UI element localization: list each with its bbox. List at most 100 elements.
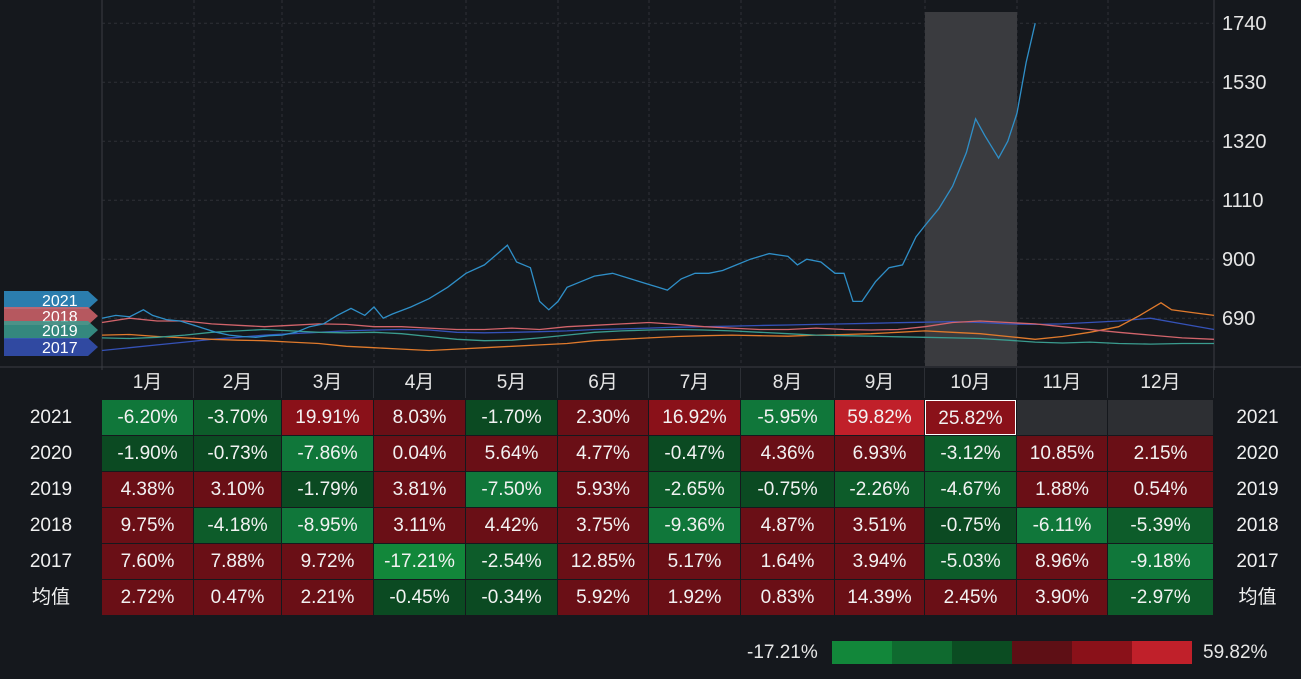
table-cell[interactable]: 1.88% <box>1017 472 1107 507</box>
table-cell[interactable]: 1.92% <box>649 580 740 615</box>
table-cell[interactable]: -8.95% <box>282 508 373 543</box>
table-cell[interactable]: 3.51% <box>835 508 924 543</box>
series-tag-2019: 2019 <box>4 321 98 340</box>
table-cell[interactable]: 0.83% <box>741 580 834 615</box>
table-cell[interactable]: -2.54% <box>466 544 557 579</box>
table-cell[interactable]: 4.36% <box>741 436 834 471</box>
table-cell[interactable]: 2.21% <box>282 580 373 615</box>
table-cell[interactable]: 7.88% <box>194 544 281 579</box>
table-cell[interactable]: -7.86% <box>282 436 373 471</box>
table-cell[interactable]: -6.11% <box>1017 508 1107 543</box>
month-label: 4月 <box>374 368 466 398</box>
table-cell[interactable]: -1.70% <box>466 400 557 435</box>
table-cell[interactable]: 2.72% <box>102 580 193 615</box>
table-cell[interactable]: 8.03% <box>374 400 465 435</box>
table-cell[interactable]: 0.04% <box>374 436 465 471</box>
month-label: 11月 <box>1017 368 1108 398</box>
row-label-left: 2019 <box>29 479 73 500</box>
table-cell[interactable]: 3.10% <box>194 472 281 507</box>
table-cell[interactable]: 8.96% <box>1017 544 1107 579</box>
table-cell[interactable]: 3.75% <box>558 508 648 543</box>
table-cell[interactable]: -9.36% <box>649 508 740 543</box>
table-cell[interactable] <box>1108 400 1213 435</box>
table-cell[interactable]: 5.92% <box>558 580 648 615</box>
table-cell[interactable]: -5.95% <box>741 400 834 435</box>
y-tick-label: 900 <box>1222 249 1255 271</box>
table-cell[interactable]: 59.82% <box>835 400 924 435</box>
table-cell[interactable]: -0.34% <box>466 580 557 615</box>
table-cell[interactable]: 4.87% <box>741 508 834 543</box>
table-cell[interactable]: 0.54% <box>1108 472 1213 507</box>
table-cell[interactable]: -0.47% <box>649 436 740 471</box>
table-cell[interactable]: -1.79% <box>282 472 373 507</box>
month-label: 8月 <box>741 368 835 398</box>
table-cell[interactable]: -4.18% <box>194 508 281 543</box>
table-cell[interactable]: 2.45% <box>925 580 1016 615</box>
legend-min-label: -17.21% <box>747 642 818 663</box>
table-cell[interactable]: 6.93% <box>835 436 924 471</box>
table-cell[interactable]: -2.97% <box>1108 580 1213 615</box>
table-cell[interactable]: 12.85% <box>558 544 648 579</box>
table-cell[interactable]: 5.64% <box>466 436 557 471</box>
table-cell[interactable]: 5.93% <box>558 472 648 507</box>
table-cell[interactable]: 4.38% <box>102 472 193 507</box>
color-legend: -17.21% 59.82% <box>745 640 1285 666</box>
month-label: 12月 <box>1108 368 1214 398</box>
table-cell[interactable]: 7.60% <box>102 544 193 579</box>
month-label: 6月 <box>558 368 649 398</box>
table-cell[interactable]: 4.77% <box>558 436 648 471</box>
series-line-2020 <box>101 302 1215 352</box>
table-cell[interactable]: -2.26% <box>835 472 924 507</box>
table-cell[interactable]: -3.12% <box>925 436 1016 471</box>
table-cell[interactable]: -2.65% <box>649 472 740 507</box>
series-tag-arrow <box>4 307 98 325</box>
series-tag-arrow <box>4 321 98 339</box>
month-label: 3月 <box>282 368 374 398</box>
table-cell[interactable] <box>1017 400 1107 435</box>
table-cell[interactable]: 0.47% <box>194 580 281 615</box>
gridlines <box>0 0 1301 370</box>
table-cell[interactable]: -5.39% <box>1108 508 1213 543</box>
table-cell[interactable]: -9.18% <box>1108 544 1213 579</box>
table-cell[interactable]: 3.81% <box>374 472 465 507</box>
table-cell[interactable]: 3.11% <box>374 508 465 543</box>
table-cell[interactable]: 4.42% <box>466 508 557 543</box>
table-cell[interactable]: -4.67% <box>925 472 1016 507</box>
month-label: 2月 <box>194 368 282 398</box>
table-cell[interactable]: -1.90% <box>102 436 193 471</box>
series-tag-label: 2021 <box>42 293 78 310</box>
table-cell[interactable]: 14.39% <box>835 580 924 615</box>
table-cell[interactable]: 9.72% <box>282 544 373 579</box>
table-cell[interactable]: -0.73% <box>194 436 281 471</box>
table-cell[interactable]: 19.91% <box>282 400 373 435</box>
table-cell[interactable]: 3.94% <box>835 544 924 579</box>
month-axis: 1月 2月 3月 4月 5月 6月 7月 8月 9月 10月 11月 12月 <box>102 368 1214 398</box>
legend-max-label: 59.82% <box>1203 642 1268 663</box>
month-label: 1月 <box>102 368 194 398</box>
table-cell[interactable]: 10.85% <box>1017 436 1107 471</box>
table-cell[interactable]: 2.30% <box>558 400 648 435</box>
table-cell[interactable]: -17.21% <box>374 544 465 579</box>
table-cell[interactable]: 3.90% <box>1017 580 1107 615</box>
table-cell[interactable]: -5.03% <box>925 544 1016 579</box>
table-cell[interactable]: 9.75% <box>102 508 193 543</box>
row-label-left: 2017 <box>29 551 73 572</box>
table-cell[interactable]: 2.15% <box>1108 436 1213 471</box>
table-cell[interactable]: -3.70% <box>194 400 281 435</box>
series-line-2021 <box>101 23 1036 338</box>
table-cell[interactable]: 5.17% <box>649 544 740 579</box>
table-cell[interactable]: -7.50% <box>466 472 557 507</box>
table-cell[interactable]: -0.75% <box>741 472 834 507</box>
table-cell[interactable]: -0.45% <box>374 580 465 615</box>
row-label-left: 2018 <box>29 515 73 536</box>
row-label-left: 2021 <box>29 407 73 428</box>
table-cell[interactable]: 1.64% <box>741 544 834 579</box>
month-label: 10月 <box>925 368 1017 398</box>
y-tick-label: 690 <box>1222 308 1255 330</box>
table-cell[interactable]: -0.75% <box>925 508 1016 543</box>
series-line-2019 <box>101 328 1214 345</box>
table-cell[interactable]: 25.82% <box>925 400 1016 435</box>
table-cell[interactable]: 16.92% <box>649 400 740 435</box>
table-cell[interactable]: -6.20% <box>102 400 193 435</box>
